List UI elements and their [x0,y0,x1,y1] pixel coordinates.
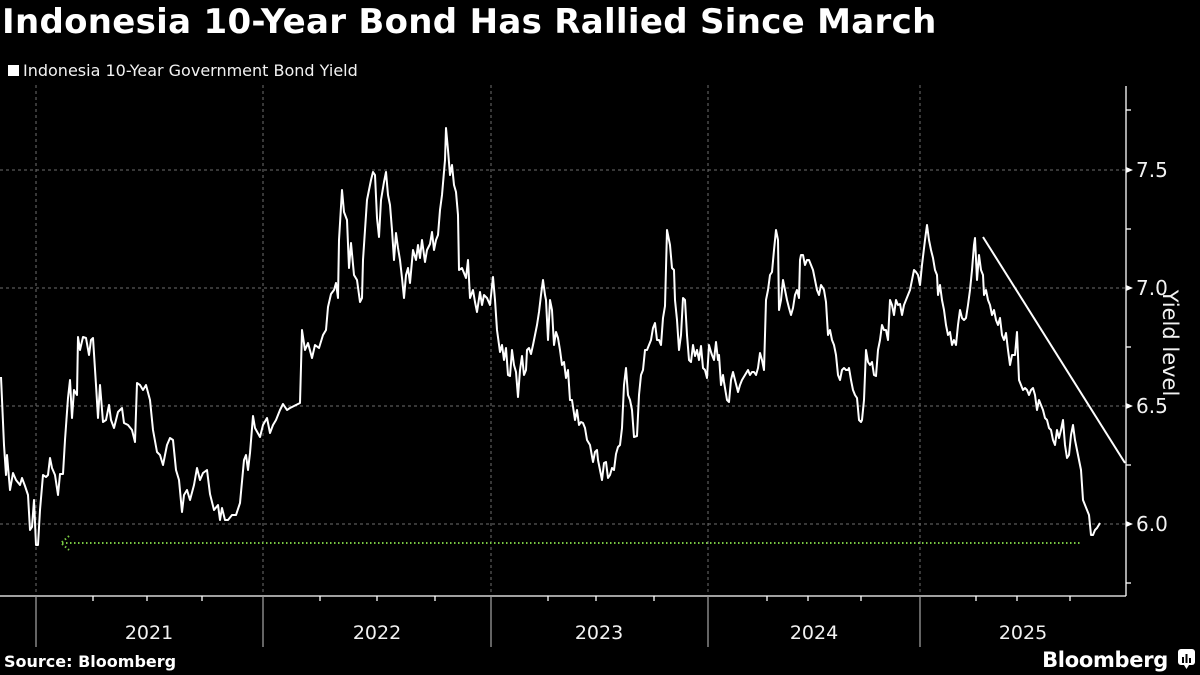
chart-title: Indonesia 10-Year Bond Has Rallied Since… [2,2,937,42]
y-axis [1125,86,1131,596]
y-tick-label: 6.0 [1136,512,1168,536]
x-tick-label: 2025 [998,622,1048,644]
horizontal-gridlines [0,169,1125,525]
legend: Indonesia 10-Year Government Bond Yield [8,61,358,80]
y-tick-label: 6.5 [1136,394,1168,418]
low-level-arrow-annotation [59,535,1082,551]
y-axis-tick-markers [1126,167,1133,527]
x-tick-label: 2021 [124,622,174,644]
bloomberg-chart-icon [1178,649,1195,669]
x-tick-label: 2023 [574,622,624,644]
legend-label: Indonesia 10-Year Government Bond Yield [23,61,358,80]
yield-series-line [0,127,1101,546]
y-tick-label: 7.5 [1136,158,1168,182]
x-tick-label: 2022 [352,622,402,644]
brand-logo-text: Bloomberg [1042,648,1168,672]
vertical-gridlines [35,85,921,595]
x-tick-label: 2024 [789,622,839,644]
y-axis-label: Yield level [1158,289,1182,397]
source-note: Source: Bloomberg [4,652,177,671]
downtrend-line [982,236,1126,464]
y-tick-label: 7.0 [1136,276,1168,300]
legend-swatch-icon [8,65,19,76]
x-axis [0,595,1126,647]
